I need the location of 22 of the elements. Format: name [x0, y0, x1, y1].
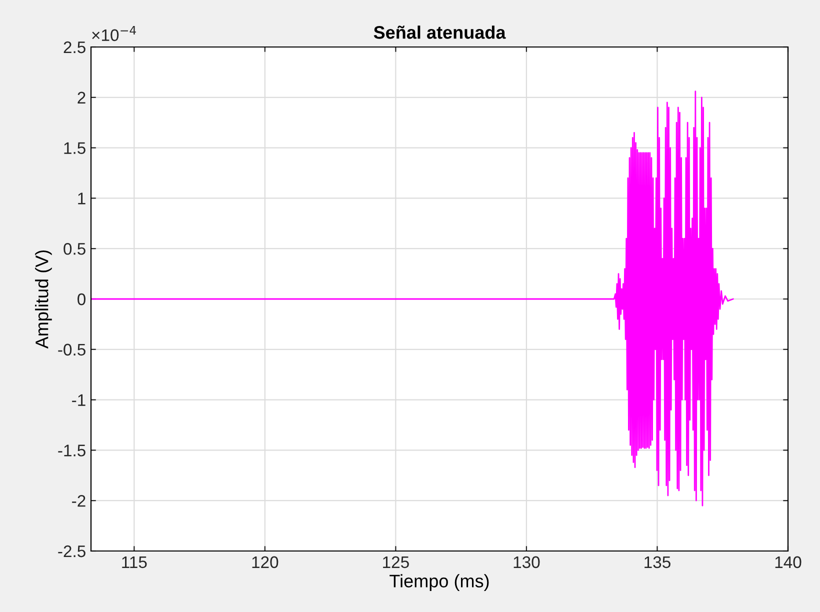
- x-tick-label: 115: [122, 556, 147, 568]
- x-tick-label: 130: [514, 556, 540, 568]
- y-tick-label: 1.5: [64, 142, 86, 154]
- x-tick-label: 125: [383, 556, 409, 568]
- x-tick-label: 120: [252, 556, 278, 568]
- y-tick-label: -2: [72, 495, 86, 507]
- y-tick-label: -1.5: [58, 444, 86, 456]
- y-tick-label: 0.5: [64, 243, 86, 255]
- line-series: [91, 90, 734, 506]
- x-tick-label: 135: [644, 556, 670, 568]
- y-axis-title: Amplitud (V): [35, 250, 52, 349]
- y-tick-label: 1: [78, 192, 86, 204]
- x-tick-label: 140: [775, 556, 802, 568]
- y-tick-label: 2.5: [64, 41, 86, 54]
- y-tick-label: -2.5: [58, 545, 86, 558]
- chart-title: Señal atenuada: [374, 26, 506, 39]
- text: ×10$^{−4}$: [92, 26, 136, 42]
- y-tick-label: -1: [72, 394, 86, 406]
- y-tick-label: -0.5: [58, 344, 86, 356]
- y-tick-label: 0: [78, 293, 86, 306]
- y-tick-label: 2: [78, 92, 86, 104]
- x-axis-title: Tiempo (ms): [390, 574, 489, 592]
